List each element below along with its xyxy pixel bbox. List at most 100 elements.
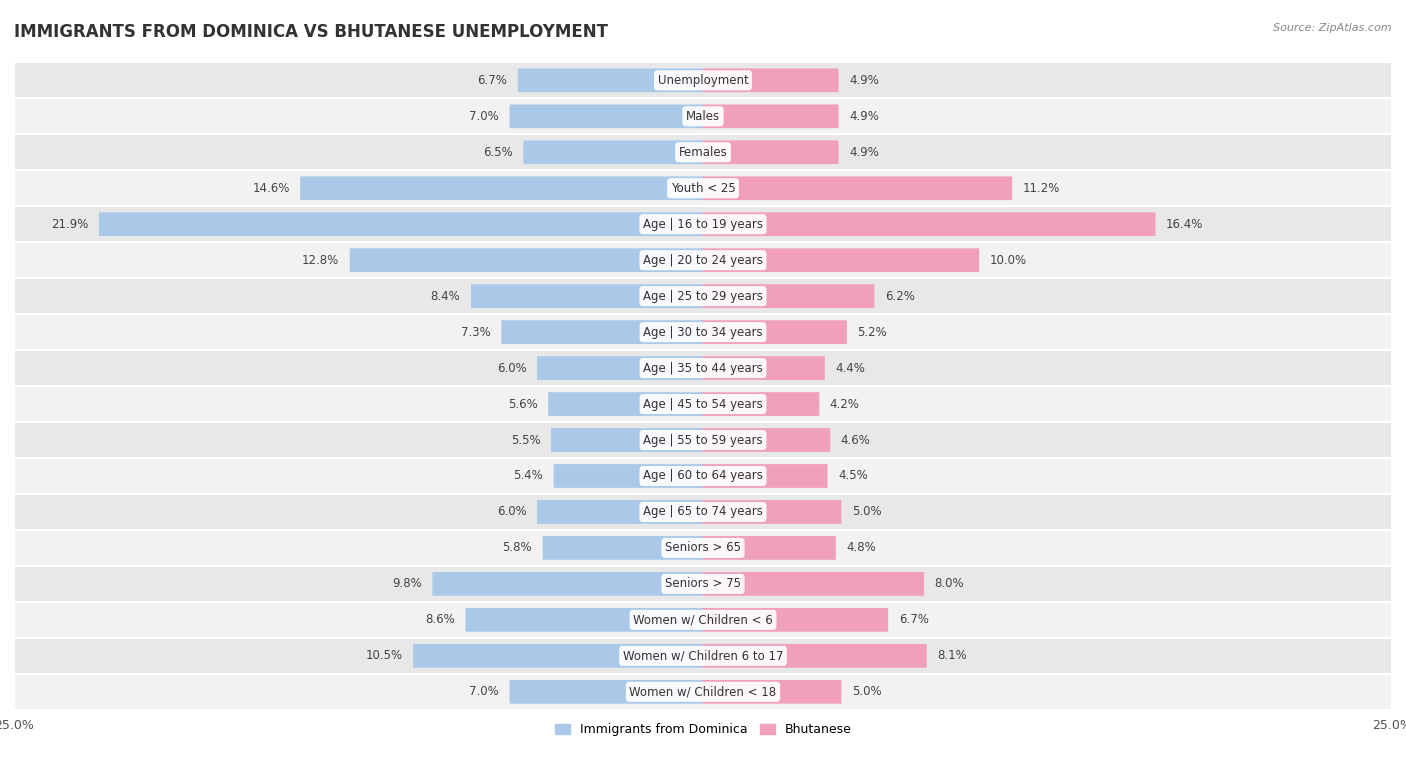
- FancyBboxPatch shape: [502, 320, 703, 344]
- Text: 21.9%: 21.9%: [51, 218, 89, 231]
- Text: 6.0%: 6.0%: [496, 362, 527, 375]
- Text: 6.0%: 6.0%: [496, 506, 527, 519]
- FancyBboxPatch shape: [14, 386, 1392, 422]
- FancyBboxPatch shape: [551, 428, 703, 452]
- FancyBboxPatch shape: [509, 680, 703, 704]
- Text: 4.9%: 4.9%: [849, 146, 879, 159]
- FancyBboxPatch shape: [548, 392, 703, 416]
- Text: 6.2%: 6.2%: [884, 290, 915, 303]
- Text: Women w/ Children < 18: Women w/ Children < 18: [630, 685, 776, 698]
- Text: Source: ZipAtlas.com: Source: ZipAtlas.com: [1274, 23, 1392, 33]
- FancyBboxPatch shape: [14, 566, 1392, 602]
- Text: 4.9%: 4.9%: [849, 110, 879, 123]
- Text: 7.0%: 7.0%: [470, 110, 499, 123]
- Text: Age | 25 to 29 years: Age | 25 to 29 years: [643, 290, 763, 303]
- FancyBboxPatch shape: [471, 285, 703, 308]
- FancyBboxPatch shape: [703, 428, 831, 452]
- Text: Age | 16 to 19 years: Age | 16 to 19 years: [643, 218, 763, 231]
- Text: 4.8%: 4.8%: [846, 541, 876, 554]
- FancyBboxPatch shape: [14, 530, 1392, 566]
- FancyBboxPatch shape: [14, 458, 1392, 494]
- FancyBboxPatch shape: [537, 500, 703, 524]
- Text: 4.9%: 4.9%: [849, 74, 879, 87]
- Text: Age | 30 to 34 years: Age | 30 to 34 years: [643, 326, 763, 338]
- Text: 16.4%: 16.4%: [1166, 218, 1204, 231]
- Text: 11.2%: 11.2%: [1022, 182, 1060, 195]
- FancyBboxPatch shape: [299, 176, 703, 200]
- Text: 6.5%: 6.5%: [484, 146, 513, 159]
- Text: Unemployment: Unemployment: [658, 74, 748, 87]
- FancyBboxPatch shape: [703, 357, 825, 380]
- Text: Age | 20 to 24 years: Age | 20 to 24 years: [643, 254, 763, 266]
- FancyBboxPatch shape: [14, 494, 1392, 530]
- Legend: Immigrants from Dominica, Bhutanese: Immigrants from Dominica, Bhutanese: [550, 718, 856, 741]
- Text: Seniors > 75: Seniors > 75: [665, 578, 741, 590]
- Text: Females: Females: [679, 146, 727, 159]
- FancyBboxPatch shape: [703, 104, 838, 128]
- FancyBboxPatch shape: [703, 213, 1156, 236]
- FancyBboxPatch shape: [703, 536, 835, 559]
- FancyBboxPatch shape: [517, 68, 703, 92]
- Text: 5.6%: 5.6%: [508, 397, 537, 410]
- FancyBboxPatch shape: [543, 536, 703, 559]
- FancyBboxPatch shape: [14, 422, 1392, 458]
- FancyBboxPatch shape: [523, 140, 703, 164]
- FancyBboxPatch shape: [465, 608, 703, 632]
- Text: 4.6%: 4.6%: [841, 434, 870, 447]
- FancyBboxPatch shape: [703, 608, 889, 632]
- FancyBboxPatch shape: [14, 638, 1392, 674]
- FancyBboxPatch shape: [350, 248, 703, 272]
- Text: 4.2%: 4.2%: [830, 397, 859, 410]
- FancyBboxPatch shape: [703, 572, 924, 596]
- Text: IMMIGRANTS FROM DOMINICA VS BHUTANESE UNEMPLOYMENT: IMMIGRANTS FROM DOMINICA VS BHUTANESE UN…: [14, 23, 607, 41]
- Text: 7.3%: 7.3%: [461, 326, 491, 338]
- FancyBboxPatch shape: [14, 602, 1392, 638]
- FancyBboxPatch shape: [703, 500, 841, 524]
- Text: 4.4%: 4.4%: [835, 362, 865, 375]
- FancyBboxPatch shape: [703, 176, 1012, 200]
- FancyBboxPatch shape: [14, 674, 1392, 710]
- Text: 8.1%: 8.1%: [938, 650, 967, 662]
- Text: 6.7%: 6.7%: [898, 613, 928, 626]
- FancyBboxPatch shape: [509, 104, 703, 128]
- FancyBboxPatch shape: [14, 134, 1392, 170]
- FancyBboxPatch shape: [413, 644, 703, 668]
- Text: 5.2%: 5.2%: [858, 326, 887, 338]
- Text: 8.6%: 8.6%: [425, 613, 456, 626]
- Text: 5.5%: 5.5%: [510, 434, 540, 447]
- Text: 5.4%: 5.4%: [513, 469, 543, 482]
- FancyBboxPatch shape: [14, 98, 1392, 134]
- Text: Women w/ Children < 6: Women w/ Children < 6: [633, 613, 773, 626]
- FancyBboxPatch shape: [14, 350, 1392, 386]
- Text: Age | 45 to 54 years: Age | 45 to 54 years: [643, 397, 763, 410]
- Text: Youth < 25: Youth < 25: [671, 182, 735, 195]
- FancyBboxPatch shape: [703, 680, 841, 704]
- Text: Age | 55 to 59 years: Age | 55 to 59 years: [643, 434, 763, 447]
- FancyBboxPatch shape: [14, 62, 1392, 98]
- Text: 4.5%: 4.5%: [838, 469, 868, 482]
- FancyBboxPatch shape: [703, 464, 828, 488]
- Text: 10.5%: 10.5%: [366, 650, 402, 662]
- FancyBboxPatch shape: [703, 320, 846, 344]
- FancyBboxPatch shape: [703, 644, 927, 668]
- FancyBboxPatch shape: [98, 213, 703, 236]
- FancyBboxPatch shape: [703, 392, 820, 416]
- Text: 8.0%: 8.0%: [935, 578, 965, 590]
- Text: 8.4%: 8.4%: [430, 290, 461, 303]
- Text: Age | 60 to 64 years: Age | 60 to 64 years: [643, 469, 763, 482]
- Text: Seniors > 65: Seniors > 65: [665, 541, 741, 554]
- Text: 5.0%: 5.0%: [852, 685, 882, 698]
- FancyBboxPatch shape: [433, 572, 703, 596]
- Text: 9.8%: 9.8%: [392, 578, 422, 590]
- FancyBboxPatch shape: [14, 206, 1392, 242]
- Text: Males: Males: [686, 110, 720, 123]
- Text: 5.8%: 5.8%: [502, 541, 531, 554]
- Text: 14.6%: 14.6%: [252, 182, 290, 195]
- Text: Women w/ Children 6 to 17: Women w/ Children 6 to 17: [623, 650, 783, 662]
- Text: 12.8%: 12.8%: [302, 254, 339, 266]
- Text: Age | 65 to 74 years: Age | 65 to 74 years: [643, 506, 763, 519]
- Text: 7.0%: 7.0%: [470, 685, 499, 698]
- FancyBboxPatch shape: [554, 464, 703, 488]
- Text: 6.7%: 6.7%: [478, 74, 508, 87]
- FancyBboxPatch shape: [703, 140, 838, 164]
